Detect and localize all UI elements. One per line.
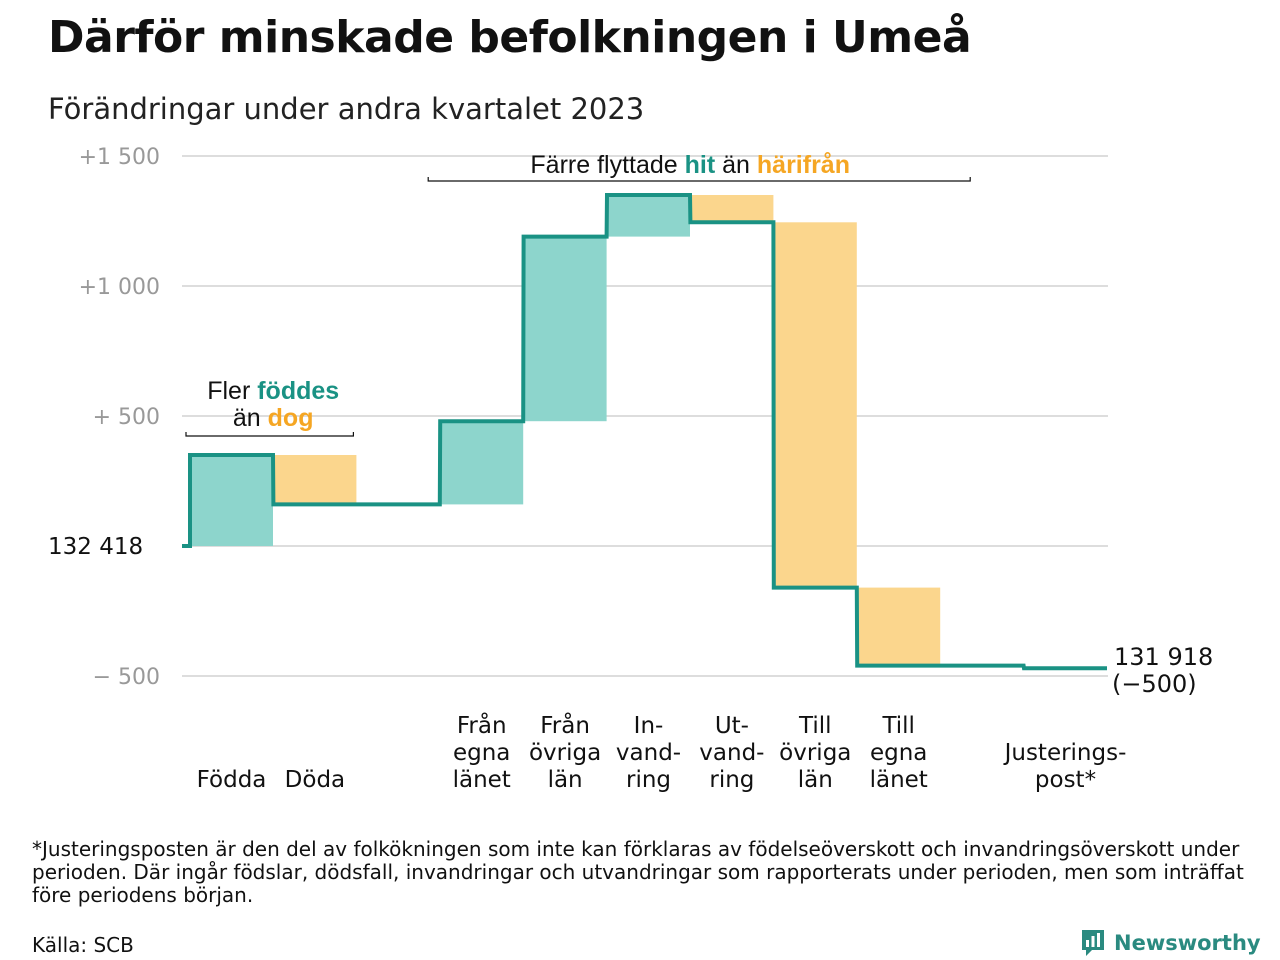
annotation-bracket <box>185 432 354 437</box>
x-category-label: vand- <box>616 740 681 766</box>
waterfall-chart: +1 500 +1 000 + 500 − 500 132 418 131 918(−50… <box>48 145 1213 793</box>
waterfall-bar <box>440 421 524 505</box>
waterfall-bar <box>190 455 273 546</box>
waterfall-bar <box>523 236 607 422</box>
waterfall-bar <box>773 222 857 588</box>
x-category-label: ring <box>709 767 754 793</box>
annotation-segment: än <box>233 404 268 432</box>
annotation-segment: än <box>715 151 757 179</box>
x-category-label: län <box>798 767 833 793</box>
waterfall-bar <box>607 195 690 237</box>
brand-name: Newsworthy <box>1114 931 1261 955</box>
chart-title: Därför minskade befolkningen i Umeå <box>48 12 972 63</box>
x-category-label: övriga <box>779 740 851 766</box>
annotation-segment: härifrån <box>757 151 850 179</box>
waterfall-bar <box>857 587 941 666</box>
chart-subtitle: Förändringar under andra kvartalet 2023 <box>48 92 645 126</box>
x-category-label: egna <box>870 740 927 766</box>
waterfall-bar <box>690 195 774 223</box>
annotation-text: än dog <box>233 404 314 432</box>
annotation-segment: Fler <box>207 377 257 405</box>
waterfall-bar <box>273 455 357 505</box>
annotation-segment: hit <box>685 151 716 179</box>
y-tick-label: + 500 <box>93 405 160 430</box>
x-category-label: Från <box>540 711 590 739</box>
x-category-label: länet <box>870 767 928 793</box>
annotation-segment: dog <box>268 404 314 432</box>
annotation-bracket <box>427 177 971 182</box>
x-category-label: Ut- <box>715 713 749 739</box>
x-category-label: Döda <box>285 767 345 793</box>
y-tick-label: +1 000 <box>79 275 160 300</box>
x-category-label: Justerings- <box>1003 740 1127 766</box>
x-category-label: Till <box>798 713 832 739</box>
y-tick-label: +1 500 <box>79 145 160 170</box>
x-category-label: länet <box>453 767 511 793</box>
footnote: *Justeringsposten är den del av folkökni… <box>32 837 1244 907</box>
x-category-label: län <box>548 767 583 793</box>
x-category-label: övriga <box>529 740 601 766</box>
annotation-segment: Färre flyttade <box>530 151 684 179</box>
newsworthy-icon <box>1082 930 1104 956</box>
end-value-label: 131 918 <box>1114 643 1213 671</box>
annotation-text: Fler föddes <box>207 377 339 405</box>
start-value-label: 132 418 <box>48 534 143 560</box>
y-tick-label: − 500 <box>93 665 160 690</box>
running-total-line <box>182 193 1107 671</box>
x-category-label: vand- <box>699 740 764 766</box>
annotation-segment: föddes <box>257 377 339 405</box>
brand-logo: Newsworthy <box>1080 928 1261 958</box>
x-category-label: Födda <box>197 767 267 793</box>
x-category-label: In- <box>634 713 664 739</box>
x-category-label: post* <box>1035 767 1096 793</box>
annotation-text: Färre flyttade hit än härifrån <box>530 151 850 179</box>
x-category-label: ring <box>626 767 671 793</box>
x-category-label: Från <box>457 711 507 739</box>
x-category-label: egna <box>453 740 510 766</box>
source-note: Källa: SCB <box>32 933 134 957</box>
end-change-label: (−500) <box>1112 670 1197 698</box>
x-category-label: Till <box>881 713 915 739</box>
